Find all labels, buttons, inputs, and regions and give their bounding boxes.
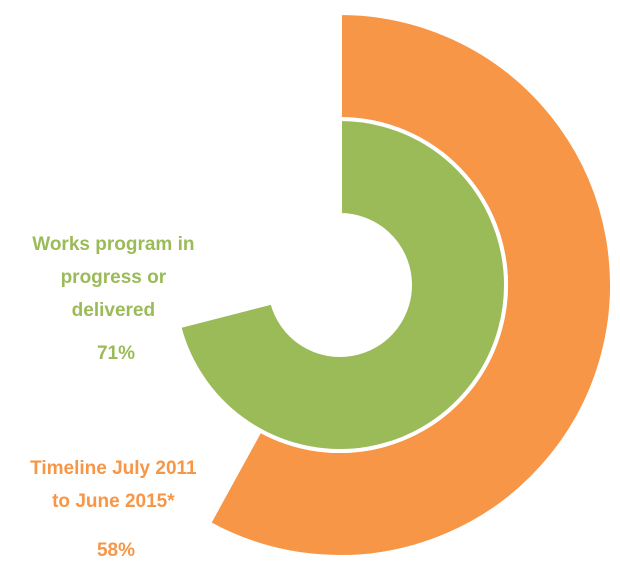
label-works-program-line-3: delivered (72, 300, 155, 321)
value-works-program: 71% (97, 343, 135, 364)
label-timeline: Timeline July 2011 to June 2015* 58% (30, 458, 202, 561)
arc-works-program (176, 116, 508, 453)
label-timeline-line-2: to June 2015* (52, 491, 175, 512)
label-works-program-line-1: Works program in (32, 234, 194, 255)
label-works-program: Works program in progress or delivered 7… (32, 234, 200, 364)
label-timeline-line-1: Timeline July 2011 (30, 458, 197, 479)
value-timeline: 58% (97, 540, 135, 561)
label-works-program-line-2: progress or (61, 267, 167, 288)
